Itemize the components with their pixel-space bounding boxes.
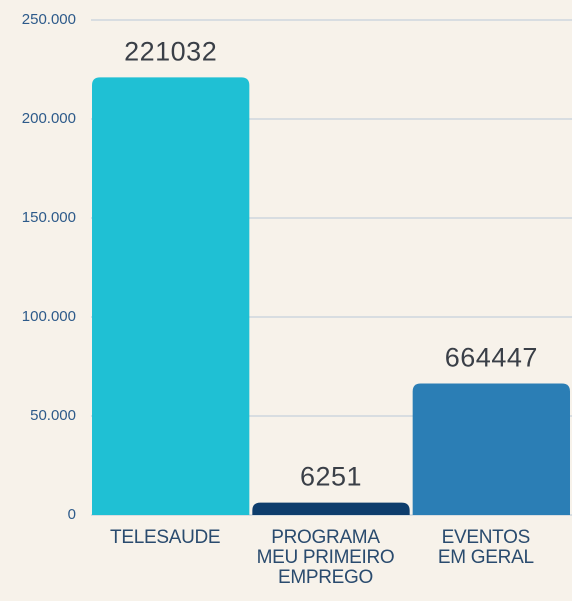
- x-tick-label: EVENTOS EM GERAL: [437, 527, 534, 568]
- bar: [92, 77, 250, 516]
- value-label: 6251: [300, 462, 362, 492]
- bar: [412, 383, 570, 515]
- y-tick-label: 150.000: [22, 209, 76, 226]
- value-label: 221032: [124, 36, 217, 66]
- value-label: 664447: [445, 343, 538, 373]
- y-tick-label: 0: [68, 506, 76, 523]
- x-tick-label: TELESAUDE: [110, 527, 221, 548]
- y-tick-label: 200.000: [22, 110, 76, 127]
- bar: [252, 502, 410, 515]
- y-tick-label: 100.000: [22, 308, 76, 325]
- x-tick-label: PROGRAMA MEU PRIMEIRO EMPREGO: [256, 527, 395, 588]
- y-tick-label: 50.000: [30, 407, 76, 424]
- y-tick-label: 250.000: [22, 11, 76, 28]
